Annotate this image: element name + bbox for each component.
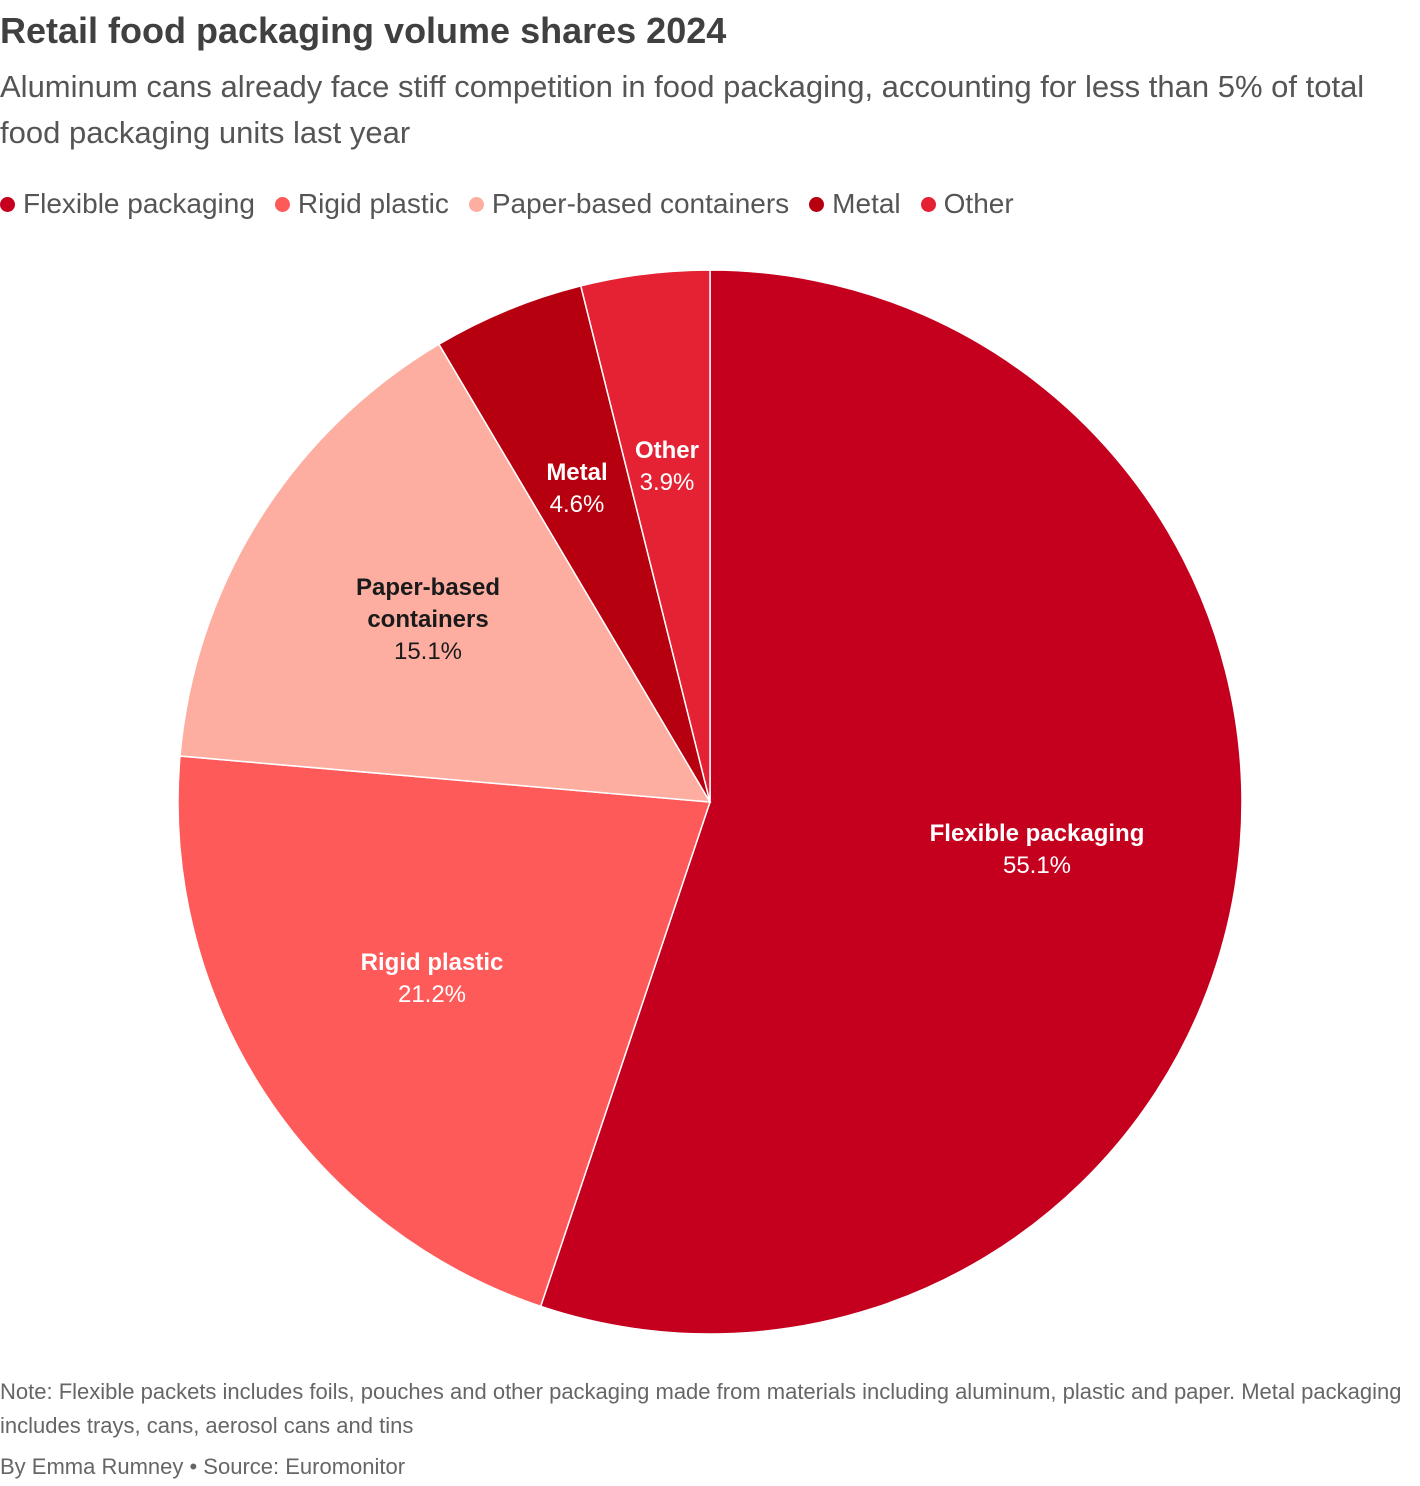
slice-label-metal: Metal 4.6% <box>546 459 607 518</box>
slice-name-label: Other <box>635 437 699 464</box>
legend-label: Other <box>943 188 1014 219</box>
chart-credit: By Emma Rumney • Source: Euromonitor <box>0 1454 406 1479</box>
pie-slice-rigid-plastic <box>177 755 712 1308</box>
pie-slice-flexible-packaging <box>539 269 1243 1335</box>
slice-value-label: 4.6% <box>550 491 605 518</box>
legend-label: Metal <box>832 188 901 219</box>
slice-value-label: 15.1% <box>394 638 462 665</box>
slice-value-label: 21.2% <box>398 981 466 1008</box>
legend-item-other: Other <box>920 188 1014 220</box>
chart-title: Retail food packaging volume shares 2024 <box>0 10 727 51</box>
slice-label-flexible-packaging: Flexible packaging 55.1% <box>930 820 1145 879</box>
legend-label: Flexible packaging <box>23 188 255 219</box>
chart-note: Note: Flexible packets includes foils, p… <box>0 1379 1402 1438</box>
pie-slice-other <box>579 269 711 803</box>
legend-item-rigid-plastic: Rigid plastic <box>274 188 449 220</box>
legend-swatch <box>920 196 936 212</box>
slice-label-paper-based-containers: Paper-based containers 15.1% <box>356 574 500 665</box>
pie-chart: Flexible packaging 55.1% Rigid plastic 21.2… <box>177 269 1243 1335</box>
slice-label-other: Other 3.9% <box>635 437 699 496</box>
slice-name-label: Flexible packaging <box>930 820 1145 847</box>
legend-swatch <box>468 196 484 212</box>
slice-label-rigid-plastic: Rigid plastic 21.2% <box>361 949 504 1008</box>
legend-item-metal: Metal <box>809 188 901 220</box>
legend: Flexible packaging Rigid plastic Paper-b… <box>0 182 1034 226</box>
slice-name-label: Paper-based <box>356 574 500 601</box>
legend-swatch <box>274 196 290 212</box>
slice-value-label: 3.9% <box>640 469 695 496</box>
slice-name-label: containers <box>367 606 488 633</box>
legend-swatch <box>809 196 825 212</box>
legend-label: Paper-based containers <box>491 188 790 219</box>
legend-item-paper-based-containers: Paper-based containers <box>468 188 790 220</box>
slice-name-label: Metal <box>546 459 607 486</box>
chart-subtitle: Aluminum cans already face stiff competi… <box>0 69 1365 150</box>
slice-name-label: Rigid plastic <box>361 949 504 976</box>
pie-slices <box>177 269 1243 1335</box>
slice-value-label: 55.1% <box>1003 852 1071 879</box>
legend-item-flexible-packaging: Flexible packaging <box>0 188 255 220</box>
pie-labels: Flexible packaging 55.1% Rigid plastic 21.2… <box>356 437 1144 1008</box>
legend-label: Rigid plastic <box>297 188 449 219</box>
pie-slice-metal <box>437 285 711 803</box>
pie-slice-paper-based-containers <box>179 343 712 803</box>
legend-swatch <box>0 196 15 212</box>
